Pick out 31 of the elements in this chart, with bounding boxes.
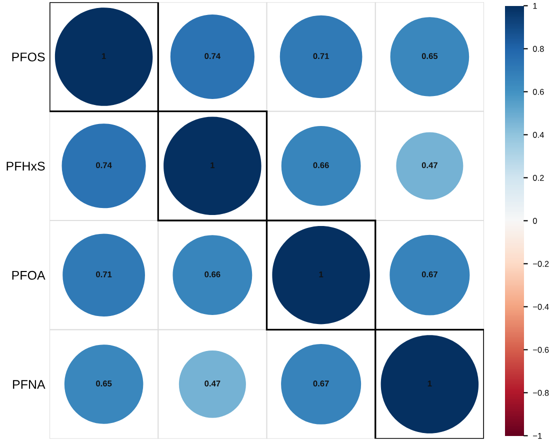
data-label: 1: [428, 380, 432, 386]
data-label: 0.67: [422, 271, 438, 278]
y-tick-label: PFOA: [12, 270, 46, 280]
data-label: 0.47: [204, 380, 220, 386]
data-label: 1: [210, 162, 215, 168]
data-label: 0.74: [204, 53, 221, 60]
color-bar-label: −0.6: [533, 346, 549, 353]
color-bar-label: 0.4: [532, 132, 544, 138]
data-label: 1: [102, 53, 106, 59]
color-bar-label: −0.2: [533, 260, 549, 267]
data-label: 0.71: [313, 53, 329, 60]
color-bar-label: 0: [532, 218, 537, 224]
data-label: 0.66: [313, 162, 329, 168]
color-bar-label: −0.8: [533, 390, 549, 396]
data-label: 0.74: [96, 162, 112, 168]
color-bar-label: 1: [533, 3, 537, 9]
data-label: 1: [319, 271, 324, 278]
data-label: 0.65: [422, 53, 438, 60]
data-label: 0.47: [422, 162, 438, 168]
color-bar-label: 0.8: [532, 46, 544, 52]
color-bar-label: −1: [533, 432, 542, 439]
data-label: 0.71: [96, 271, 112, 278]
y-tick-label: PFOS: [12, 52, 45, 62]
y-tick-label: PFHxS: [6, 162, 45, 171]
data-label: 0.67: [313, 380, 329, 386]
data-label: 0.66: [204, 271, 220, 278]
color-bar-label: 0.2: [532, 174, 544, 181]
y-tick-label: PFNA: [13, 380, 46, 389]
color-bar-label: −0.4: [533, 304, 549, 310]
data-label: 0.65: [96, 380, 112, 386]
color-bar-label: 0.6: [532, 88, 544, 95]
